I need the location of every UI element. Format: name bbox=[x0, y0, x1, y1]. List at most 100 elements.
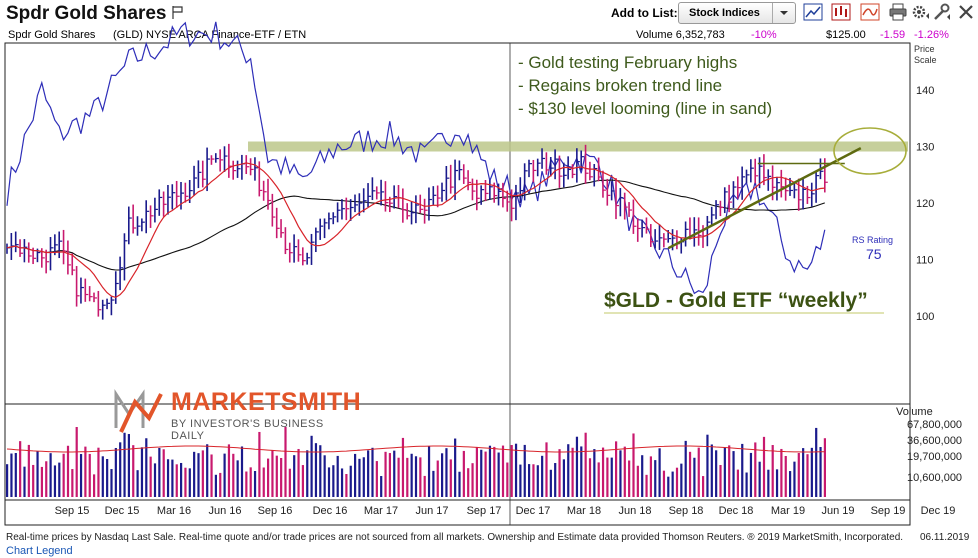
price-bar bbox=[228, 143, 232, 178]
volume-bar bbox=[58, 462, 61, 497]
price-bar bbox=[258, 161, 263, 197]
volume-bar bbox=[10, 453, 13, 497]
volume-bar bbox=[27, 444, 30, 497]
price-bar bbox=[393, 185, 398, 209]
volume-bar bbox=[514, 443, 518, 497]
bar-chart-icon[interactable] bbox=[831, 3, 851, 21]
volume-bar bbox=[597, 462, 600, 497]
volume-bar bbox=[623, 446, 626, 497]
price-bar bbox=[554, 149, 559, 180]
settings-icon[interactable] bbox=[911, 3, 931, 21]
price-bar bbox=[267, 178, 271, 210]
volume-bar bbox=[53, 465, 57, 497]
price-bar bbox=[628, 202, 633, 217]
volume-tick-label: 19,700,000 bbox=[907, 451, 962, 463]
price-bar bbox=[167, 184, 171, 215]
price-bar bbox=[615, 178, 619, 220]
volume-bar bbox=[401, 437, 405, 497]
price-bar bbox=[484, 179, 489, 202]
price-bar bbox=[449, 164, 454, 194]
rs-line-path bbox=[6, 21, 826, 295]
price-bar bbox=[610, 181, 615, 201]
volume-bar bbox=[645, 474, 648, 497]
chevron-down-icon[interactable] bbox=[772, 3, 795, 23]
price-bar bbox=[349, 199, 354, 221]
volume-bar bbox=[784, 455, 787, 497]
volume-bar bbox=[97, 447, 100, 497]
volume-bar bbox=[458, 471, 461, 497]
price-bar bbox=[14, 231, 19, 253]
date-tick-label: Mar 17 bbox=[364, 505, 398, 517]
price-bar bbox=[288, 242, 293, 263]
volume-bar bbox=[175, 464, 178, 497]
price-bar bbox=[254, 157, 258, 181]
price-bar bbox=[219, 149, 224, 172]
price-tick-label: 120 bbox=[916, 198, 934, 210]
volume-bar bbox=[240, 446, 244, 497]
volume-bar bbox=[806, 454, 809, 497]
price-bar bbox=[723, 187, 728, 214]
date-tick-label: Dec 16 bbox=[313, 505, 348, 517]
candle-chart-icon[interactable] bbox=[860, 3, 880, 21]
price-bar bbox=[558, 155, 563, 188]
volume-bar bbox=[775, 469, 779, 497]
price-bar bbox=[632, 199, 637, 234]
line-chart-icon[interactable] bbox=[803, 3, 823, 21]
date-tick-label: Mar 19 bbox=[771, 505, 805, 517]
price-bar bbox=[728, 184, 733, 213]
price-bar bbox=[384, 181, 389, 212]
tools-icon[interactable] bbox=[932, 3, 952, 21]
volume-bar bbox=[367, 450, 370, 497]
price-bar bbox=[71, 253, 76, 276]
price-bar bbox=[441, 182, 445, 202]
flag-icon[interactable] bbox=[172, 6, 183, 19]
date-tick-label: Mar 18 bbox=[567, 505, 601, 517]
volume-bar bbox=[88, 453, 91, 497]
volume-bar bbox=[606, 457, 609, 497]
volume-bar bbox=[310, 435, 313, 497]
volume-bar bbox=[127, 434, 130, 497]
price-bar bbox=[184, 182, 189, 203]
price-bar bbox=[397, 185, 402, 209]
volume-bar bbox=[301, 465, 304, 497]
volume-bar bbox=[297, 448, 300, 497]
note-line-3: - $130 level looming (line in sand) bbox=[518, 99, 773, 118]
volume-bar bbox=[632, 433, 635, 497]
volume-bar bbox=[532, 464, 535, 497]
resistance-band-rect bbox=[248, 141, 908, 152]
print-icon[interactable] bbox=[888, 3, 908, 21]
price-bar bbox=[284, 227, 289, 255]
volume-bar bbox=[584, 432, 587, 497]
footer-date: 06.11.2019 bbox=[920, 532, 970, 543]
volume-bar bbox=[441, 453, 444, 497]
volume-bar bbox=[454, 438, 457, 497]
price-bar bbox=[445, 166, 450, 201]
logo-mark-icon bbox=[114, 388, 163, 433]
footer-disclaimer: Real-time prices by Nasdaq Last Sale. Re… bbox=[6, 532, 904, 543]
volume-bar bbox=[93, 474, 96, 497]
volume-bar bbox=[593, 449, 596, 497]
volume-bar bbox=[736, 469, 739, 497]
volume-bar bbox=[323, 455, 326, 497]
volume-bar bbox=[79, 454, 83, 497]
price-bar bbox=[663, 233, 667, 248]
price-bar bbox=[23, 239, 28, 263]
chart-legend-link[interactable]: Chart Legend bbox=[6, 545, 73, 557]
volume-bar bbox=[432, 470, 435, 497]
volume-bar bbox=[702, 476, 705, 497]
price-bar bbox=[310, 233, 315, 265]
volume-bar bbox=[510, 445, 513, 497]
price-bar bbox=[523, 163, 528, 201]
volume-bar bbox=[140, 447, 144, 497]
price-bar bbox=[576, 148, 580, 183]
volume-bar bbox=[332, 465, 335, 497]
price-bar bbox=[776, 176, 780, 201]
price-bar bbox=[676, 230, 680, 250]
volume-bar bbox=[493, 446, 496, 497]
price-bar bbox=[732, 181, 737, 208]
price-bar bbox=[275, 207, 280, 239]
price-change: -1.59 bbox=[880, 29, 906, 41]
close-icon[interactable] bbox=[956, 3, 976, 21]
list-select[interactable]: Stock Indices bbox=[678, 2, 796, 24]
volume-bar bbox=[719, 465, 722, 497]
